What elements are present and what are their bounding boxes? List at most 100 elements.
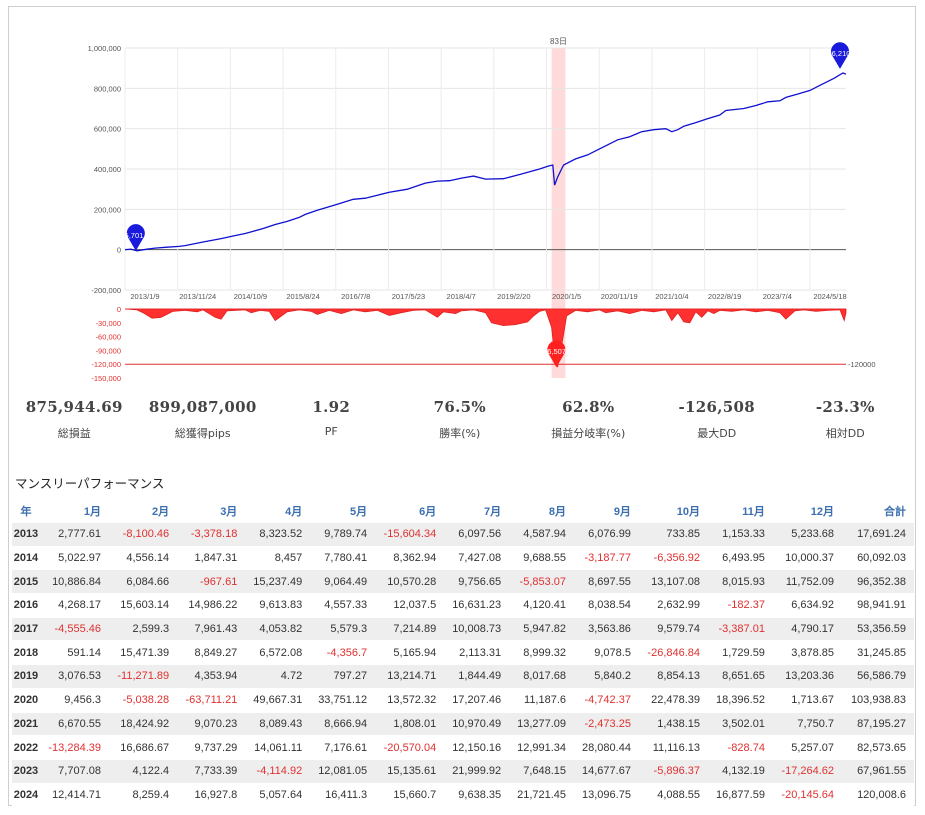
- y-tick-label: -200,000: [91, 286, 121, 295]
- dd-y-tick-label: -90,000: [96, 346, 121, 355]
- value-cell: -5,038.28: [109, 687, 178, 712]
- table-row: 2020 9,456.3 -5,038.28 -63,711.21 49,667.31 3…: [12, 687, 914, 712]
- value-cell: 4,120.41: [509, 593, 575, 618]
- value-cell: 8,017.68: [509, 664, 575, 689]
- stat-win-rate: 76.5% 勝率(%): [396, 398, 525, 441]
- value-cell: 7,176.61: [310, 735, 376, 760]
- value-cell: 9,613.83: [245, 593, 311, 618]
- value-cell: 49,667.31: [245, 687, 311, 712]
- value-cell: 9,078.5: [574, 640, 639, 665]
- value-cell: 60,092.03: [842, 545, 914, 570]
- marker-label: -126,507.57: [536, 347, 576, 356]
- value-cell: 591.14: [39, 640, 109, 665]
- table-row: 2017 -4,555.46 2,599.3 7,961.43 4,053.82 5,57…: [12, 616, 914, 641]
- value-cell: 9,688.55: [509, 545, 575, 570]
- x-tick-label: 2014/10/9: [234, 292, 267, 301]
- value-cell: -4,742.37: [574, 687, 639, 712]
- monthly-header-row: 年 1月 2月 3月 4月 5月 6月 7月 8月 9月 10月 11月 12月 合計: [12, 500, 914, 523]
- value-cell: 4,353.94: [177, 664, 246, 689]
- value-cell: 10,008.73: [444, 616, 510, 641]
- year-cell: 2014: [12, 545, 40, 570]
- stat-breakeven-rate: 62.8% 損益分岐率(%): [524, 398, 653, 441]
- dd-y-tick-label: -30,000: [96, 319, 121, 328]
- value-cell: 16,927.8: [177, 782, 246, 807]
- table-row: 2015 10,886.84 6,084.66 -967.61 15,237.49 9,0…: [12, 569, 914, 594]
- stat-value: 62.8%: [562, 398, 615, 416]
- value-cell: 13,572.32: [375, 687, 445, 712]
- value-cell: 8,999.32: [509, 640, 575, 665]
- value-cell: 16,631.23: [444, 593, 510, 618]
- value-cell: -828.74: [708, 735, 773, 760]
- value-cell: 2,632.99: [638, 593, 709, 618]
- value-cell: 6,493.95: [708, 545, 773, 570]
- value-cell: 5,233.68: [772, 522, 843, 547]
- dd-reference-label: -120000: [848, 360, 876, 369]
- value-cell: 10,886.84: [39, 569, 109, 594]
- value-cell: 6,572.08: [245, 640, 311, 665]
- value-cell: 733.85: [638, 522, 709, 547]
- value-cell: 5,840.2: [574, 664, 639, 689]
- value-cell: 22,478.39: [638, 687, 709, 712]
- stat-label: 勝率(%): [439, 427, 481, 440]
- value-cell: 17,207.46: [444, 687, 510, 712]
- value-cell: 7,648.15: [509, 758, 575, 784]
- value-cell: 10,970.49: [444, 711, 510, 736]
- monthly-table: 年 1月 2月 3月 4月 5月 6月 7月 8月 9月 10月 11月 12月 合計 2013 2,777…: [12, 500, 914, 807]
- value-cell: 3,076.53: [39, 664, 109, 689]
- dd-y-tick-label: -60,000: [96, 333, 121, 342]
- value-cell: 4,587.94: [509, 522, 575, 547]
- stat-label: 最大DD: [697, 427, 737, 440]
- value-cell: -13,284.39: [39, 735, 109, 760]
- value-cell: 7,750.7: [772, 711, 843, 736]
- value-cell: 9,456.3: [39, 687, 109, 712]
- y-tick-label: 600,000: [94, 125, 121, 134]
- x-tick-label: 2017/5/23: [392, 292, 425, 301]
- table-row: 2019 3,076.53 -11,271.89 4,353.94 4.72 797.27…: [12, 664, 914, 689]
- value-cell: -3,187.77: [574, 545, 639, 570]
- value-cell: 7,961.43: [177, 616, 246, 641]
- stat-max-dd: -126,508 最大DD: [653, 398, 782, 441]
- value-cell: -4,356.7: [310, 640, 376, 665]
- value-cell: 1,713.67: [772, 687, 843, 712]
- year-cell: 2015: [12, 569, 40, 594]
- column-header: 12月: [772, 500, 843, 523]
- value-cell: 3,563.86: [574, 616, 639, 641]
- value-cell: 5,165.94: [375, 640, 445, 665]
- value-cell: 9,638.35: [444, 782, 510, 807]
- value-cell: 13,277.09: [509, 711, 575, 736]
- value-cell: 56,586.79: [842, 664, 914, 689]
- value-cell: 120,008.6: [842, 782, 914, 807]
- table-row: 2014 5,022.97 4,556.14 1,847.31 8,457 7,780.4…: [12, 545, 914, 570]
- value-cell: -6,356.92: [638, 545, 709, 570]
- x-tick-label: 2021/10/4: [655, 292, 688, 301]
- value-cell: 1,729.59: [708, 640, 773, 665]
- column-header: 5月: [310, 500, 376, 523]
- year-cell: 2018: [12, 640, 40, 665]
- x-tick-label: 2013/11/24: [179, 292, 216, 301]
- value-cell: 10,000.37: [772, 545, 843, 570]
- value-cell: 9,064.49: [310, 569, 376, 594]
- year-cell: 2019: [12, 664, 40, 689]
- x-tick-label: 2013/1/9: [130, 292, 159, 301]
- value-cell: 18,424.92: [109, 711, 178, 736]
- column-header: 1月: [39, 500, 109, 523]
- equity-chart: 83日 1,000,000 800,000 600,000 400,000 200,000…: [88, 37, 876, 383]
- value-cell: 4,557.33: [310, 593, 376, 618]
- value-cell: 21,999.92: [444, 758, 510, 784]
- table-row: 2013 2,777.61 -8,100.46 -3,378.18 8,323.52 9,…: [12, 522, 914, 547]
- value-cell: 7,214.89: [375, 616, 445, 641]
- value-cell: -5,896.37: [638, 758, 709, 784]
- equity-line: [124, 72, 847, 252]
- value-cell: 16,411.3: [310, 782, 376, 807]
- value-cell: 28,080.44: [574, 735, 639, 760]
- column-header: 11月: [708, 500, 773, 523]
- year-cell: 2021: [12, 711, 40, 736]
- marker-pin: [126, 224, 145, 251]
- stat-value: 875,944.69: [25, 398, 123, 416]
- stat-value: 1.92: [312, 398, 351, 416]
- marker-label: 896,210.5: [823, 49, 856, 58]
- value-cell: 15,471.39: [109, 640, 178, 665]
- column-header: 合計: [842, 500, 914, 523]
- value-cell: 7,780.41: [310, 545, 376, 570]
- value-cell: 6,084.66: [109, 569, 178, 594]
